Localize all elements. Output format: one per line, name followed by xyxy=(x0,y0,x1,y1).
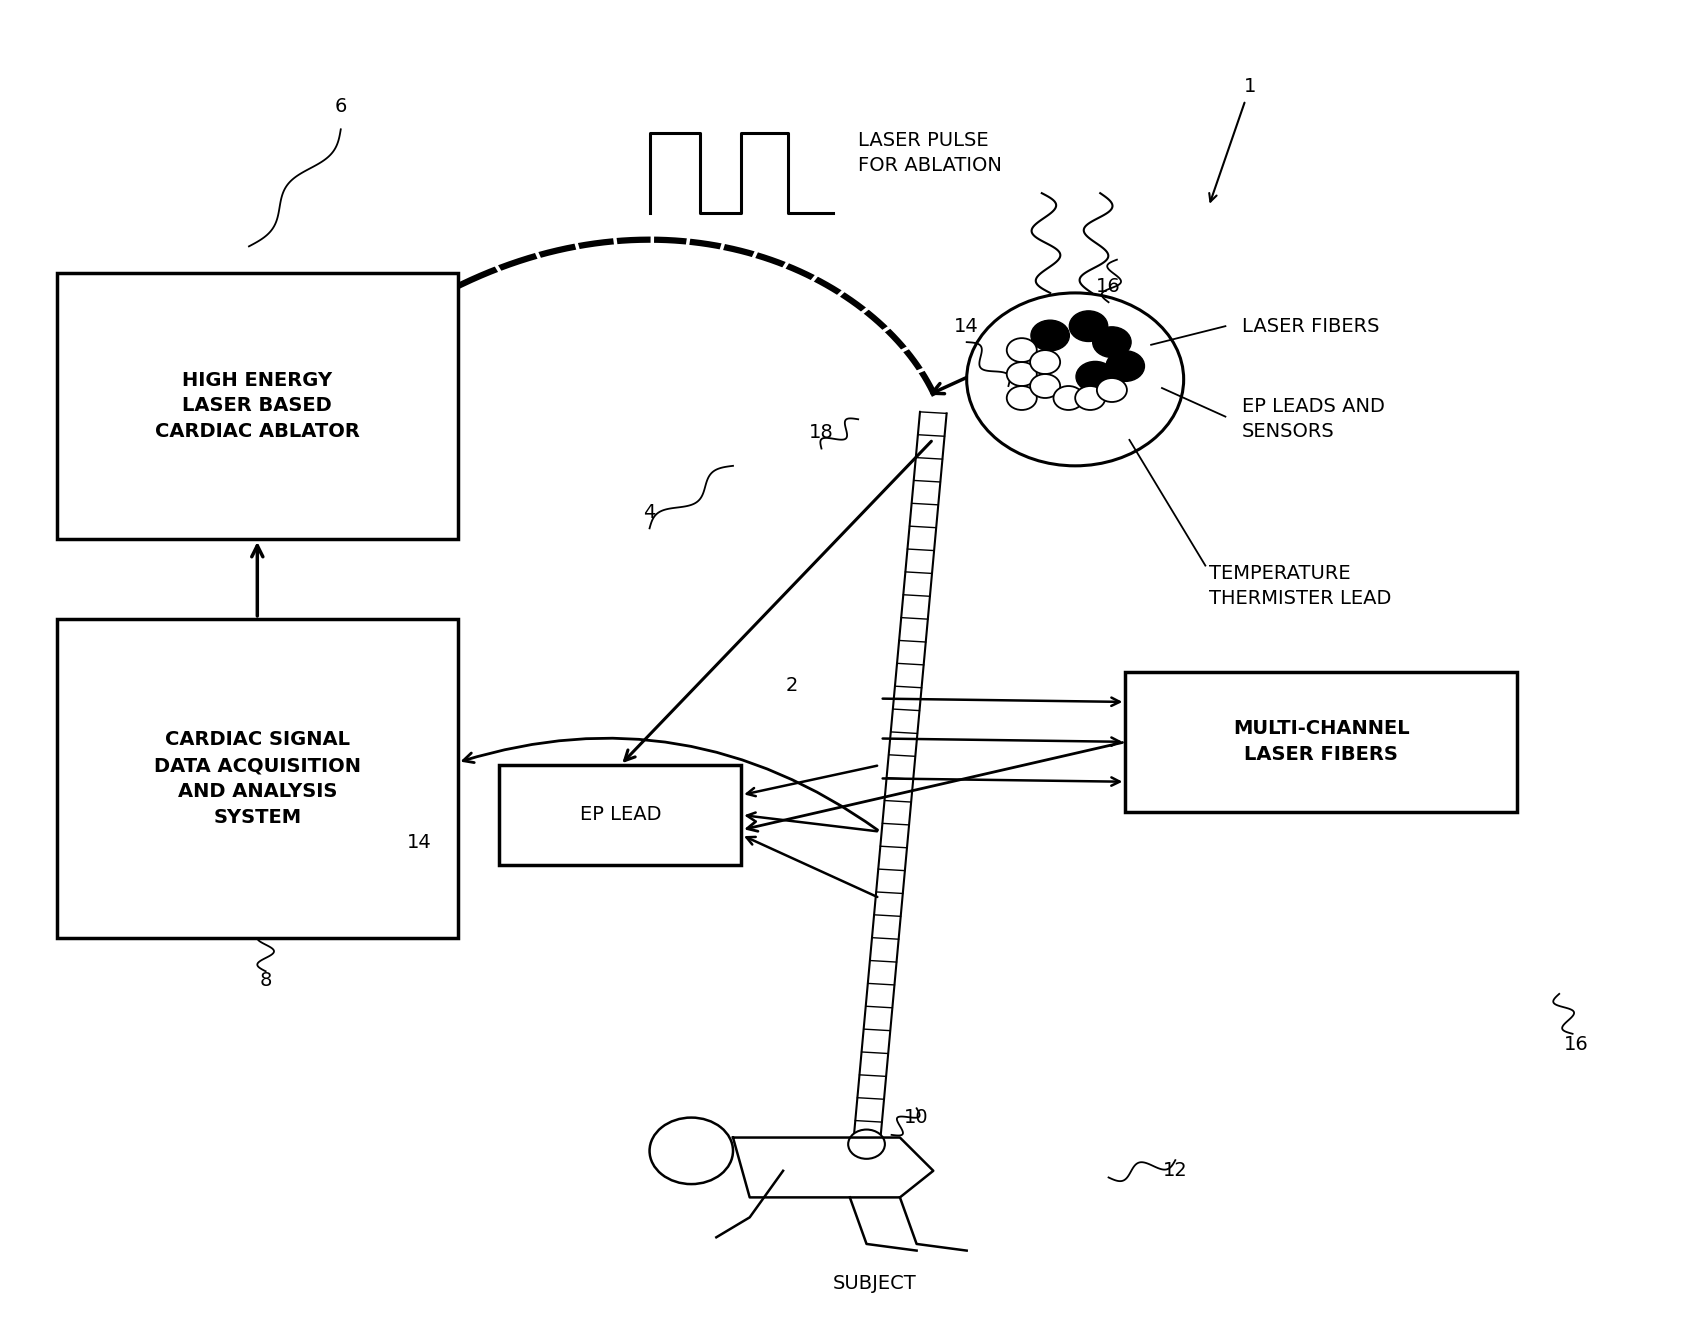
Circle shape xyxy=(1075,386,1105,410)
Circle shape xyxy=(1006,386,1036,410)
FancyBboxPatch shape xyxy=(57,618,458,938)
Circle shape xyxy=(1092,327,1130,358)
Text: LASER PULSE
FOR ABLATION: LASER PULSE FOR ABLATION xyxy=(858,132,1001,175)
Circle shape xyxy=(1031,320,1068,351)
Text: 6: 6 xyxy=(335,97,346,116)
Text: 12: 12 xyxy=(1162,1161,1187,1180)
Text: TEMPERATURE
THERMISTER LEAD: TEMPERATURE THERMISTER LEAD xyxy=(1208,563,1391,607)
Text: MULTI-CHANNEL
LASER FIBERS: MULTI-CHANNEL LASER FIBERS xyxy=(1233,719,1410,765)
Circle shape xyxy=(1053,386,1083,410)
FancyBboxPatch shape xyxy=(500,765,740,866)
Text: 4: 4 xyxy=(643,503,656,521)
Text: 1: 1 xyxy=(1243,77,1256,97)
FancyBboxPatch shape xyxy=(57,273,458,539)
Text: HIGH ENERGY
LASER BASED
CARDIAC ABLATOR: HIGH ENERGY LASER BASED CARDIAC ABLATOR xyxy=(155,371,360,441)
Circle shape xyxy=(1006,362,1036,386)
Text: 14: 14 xyxy=(407,833,431,852)
Text: 10: 10 xyxy=(903,1107,928,1128)
Text: SUBJECT: SUBJECT xyxy=(833,1274,917,1293)
Text: 14: 14 xyxy=(954,317,979,336)
Text: 16: 16 xyxy=(1095,277,1120,296)
Circle shape xyxy=(1068,310,1107,341)
Text: LASER FIBERS: LASER FIBERS xyxy=(1241,317,1379,336)
Text: EP LEADS AND
SENSORS: EP LEADS AND SENSORS xyxy=(1241,398,1384,441)
Circle shape xyxy=(1029,351,1060,374)
Text: 8: 8 xyxy=(259,972,272,991)
Text: CARDIAC SIGNAL
DATA ACQUISITION
AND ANALYSIS
SYSTEM: CARDIAC SIGNAL DATA ACQUISITION AND ANAL… xyxy=(153,730,360,827)
Circle shape xyxy=(649,1118,733,1184)
Circle shape xyxy=(848,1129,885,1159)
Text: EP LEAD: EP LEAD xyxy=(579,805,661,824)
Circle shape xyxy=(1006,339,1036,362)
Circle shape xyxy=(1029,374,1060,398)
Text: 2: 2 xyxy=(785,676,797,695)
Text: 18: 18 xyxy=(809,423,833,442)
Circle shape xyxy=(1105,351,1144,382)
Text: 16: 16 xyxy=(1563,1035,1588,1054)
FancyBboxPatch shape xyxy=(1125,672,1517,812)
Circle shape xyxy=(1097,378,1127,402)
Circle shape xyxy=(1075,362,1113,392)
Circle shape xyxy=(965,293,1182,466)
